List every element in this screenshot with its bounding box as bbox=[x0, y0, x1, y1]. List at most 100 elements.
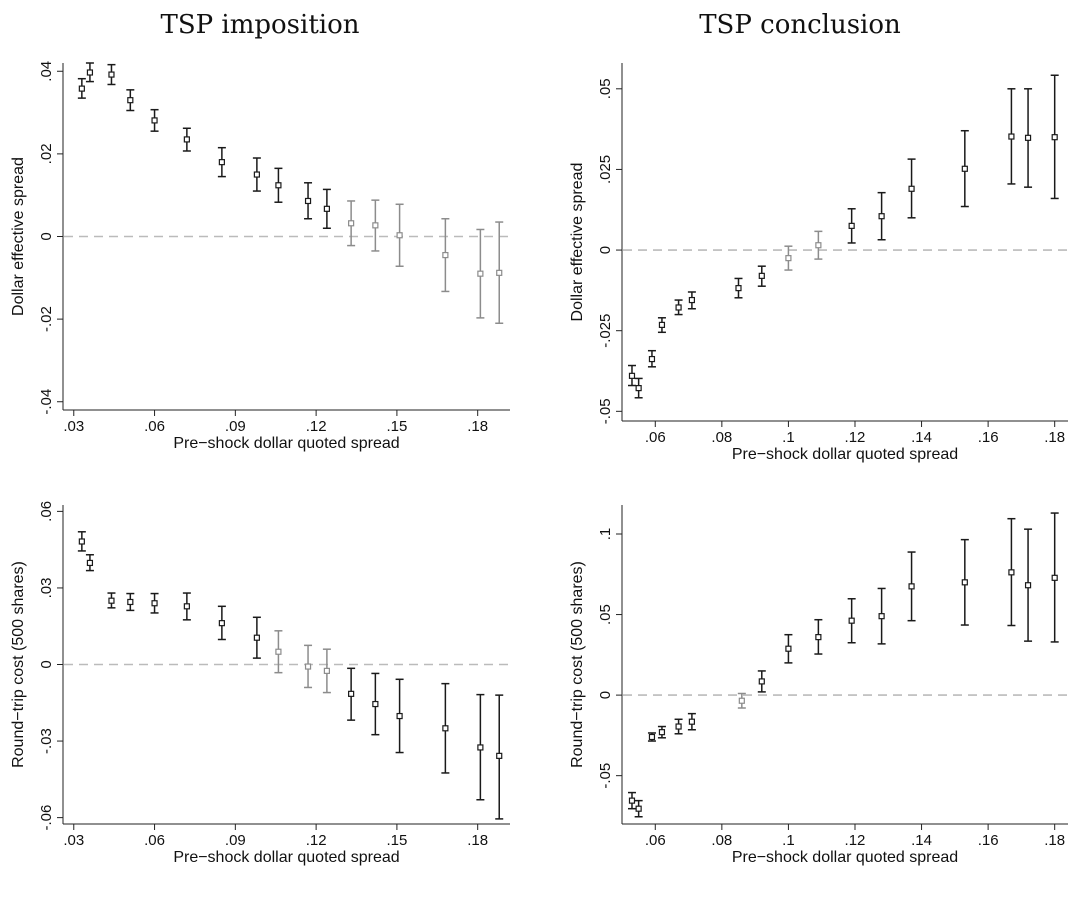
data-point bbox=[396, 712, 403, 720]
data-point bbox=[372, 222, 379, 229]
data-point bbox=[735, 285, 742, 292]
data-point bbox=[1008, 569, 1015, 576]
imposition-roundtrip-panel: .03 .06 .09 .12 .15 .18 -.06 -.03 0 .03 .06 Pre−sho… bbox=[10, 501, 510, 866]
imposition-effective-panel: .03 .06 .09 .12 .15 .18 -.04 -.02 0 .02 .04 Pre−sho… bbox=[10, 61, 510, 452]
data-point bbox=[738, 697, 745, 704]
x-axis-title: Pre−shock dollar quoted spread bbox=[732, 446, 958, 463]
data-point bbox=[848, 222, 855, 229]
data-point bbox=[635, 805, 642, 812]
data-point bbox=[442, 725, 449, 732]
data-point bbox=[628, 372, 636, 379]
y-tick-label: .025 bbox=[597, 155, 614, 184]
data-point bbox=[658, 729, 666, 736]
y-axis-title: Round−trip cost (500 shares) bbox=[10, 561, 27, 768]
y-tick-label: .1 bbox=[597, 528, 614, 541]
data-point bbox=[908, 185, 915, 192]
data-point bbox=[348, 220, 355, 227]
data-point bbox=[758, 678, 765, 685]
x-tick-label: .1 bbox=[782, 832, 795, 849]
data-point bbox=[496, 752, 503, 759]
y-axis-title: Dollar effective spread bbox=[10, 157, 27, 316]
x-tick-label: .18 bbox=[1044, 832, 1065, 849]
x-tick-label: .09 bbox=[225, 418, 246, 435]
y-tick-label: -.02 bbox=[38, 306, 55, 332]
data-point bbox=[253, 171, 260, 178]
conclusion-roundtrip-panel: .06.08.1.12.14.16.18-.050.05.1Pre−shock … bbox=[569, 505, 1068, 866]
data-point bbox=[275, 648, 282, 655]
data-point bbox=[878, 213, 885, 220]
y-tick-label: .05 bbox=[597, 604, 614, 625]
data-point bbox=[785, 645, 792, 652]
data-point bbox=[815, 242, 822, 249]
data-point bbox=[675, 304, 682, 311]
x-tick-label: .15 bbox=[386, 418, 407, 435]
x-tick-label: .16 bbox=[978, 832, 999, 849]
column-title-imposition: TSP imposition bbox=[160, 10, 360, 40]
data-point bbox=[648, 355, 656, 363]
x-tick-label: .06 bbox=[645, 429, 666, 446]
data-point bbox=[86, 559, 94, 567]
conclusion-effective-panel: .06 .08 .1 .12 .14 .16 .18 -.05 -.025 0 .025 .05 Pre… bbox=[569, 63, 1068, 463]
x-axis-title: Pre−shock dollar quoted spread bbox=[732, 849, 958, 866]
y-axis-title: Round−trip cost (500 shares) bbox=[569, 561, 586, 768]
data-point bbox=[675, 723, 682, 730]
y-tick-label: .03 bbox=[38, 578, 55, 599]
data-point bbox=[127, 598, 134, 606]
data-point bbox=[1008, 133, 1015, 140]
data-point bbox=[496, 269, 503, 276]
x-tick-label: .12 bbox=[306, 832, 327, 849]
data-point bbox=[108, 597, 115, 604]
data-point bbox=[86, 69, 94, 76]
data-point bbox=[304, 663, 312, 670]
data-point bbox=[1051, 134, 1058, 141]
data-point bbox=[1024, 582, 1032, 589]
data-point bbox=[878, 613, 885, 620]
data-point bbox=[442, 251, 449, 259]
x-tick-label: .12 bbox=[845, 429, 866, 446]
data-point bbox=[1051, 574, 1058, 581]
data-point bbox=[961, 165, 968, 172]
data-point bbox=[253, 634, 260, 641]
y-tick-label: 0 bbox=[597, 246, 614, 254]
data-point bbox=[78, 85, 85, 92]
data-point bbox=[1024, 134, 1032, 141]
x-tick-label: .14 bbox=[911, 832, 932, 849]
y-tick-label: -.05 bbox=[597, 763, 614, 789]
y-tick-label: 0 bbox=[38, 660, 55, 668]
data-point bbox=[78, 538, 85, 545]
data-point bbox=[648, 733, 656, 741]
data-point bbox=[151, 600, 158, 607]
x-tick-label: .16 bbox=[978, 429, 999, 446]
x-tick-label: .09 bbox=[225, 832, 246, 849]
data-point bbox=[961, 579, 968, 586]
y-tick-label: -.04 bbox=[38, 389, 55, 415]
data-point bbox=[183, 136, 190, 143]
x-tick-label: .06 bbox=[144, 418, 165, 435]
x-tick-label: .12 bbox=[306, 418, 327, 435]
y-tick-label: -.05 bbox=[597, 398, 614, 424]
y-tick-label: -.03 bbox=[38, 728, 55, 754]
x-tick-label: .03 bbox=[63, 832, 84, 849]
data-point bbox=[688, 296, 695, 304]
x-tick-label: .18 bbox=[467, 418, 488, 435]
data-point bbox=[218, 620, 225, 627]
x-tick-label: .08 bbox=[711, 832, 732, 849]
x-tick-label: .06 bbox=[645, 832, 666, 849]
data-point bbox=[218, 159, 225, 166]
x-tick-label: .08 bbox=[711, 429, 732, 446]
y-tick-label: .06 bbox=[38, 501, 55, 522]
y-tick-label: .04 bbox=[38, 61, 55, 82]
data-point bbox=[658, 321, 666, 328]
data-point bbox=[372, 700, 379, 708]
data-point bbox=[304, 197, 312, 205]
data-point bbox=[151, 117, 158, 124]
y-tick-label: .05 bbox=[597, 78, 614, 99]
x-tick-label: .15 bbox=[386, 832, 407, 849]
data-point bbox=[908, 583, 915, 590]
data-point bbox=[758, 272, 765, 279]
y-tick-label: 0 bbox=[597, 691, 614, 699]
data-point bbox=[127, 97, 134, 104]
data-point bbox=[635, 385, 642, 392]
data-point bbox=[323, 205, 330, 212]
data-point bbox=[628, 797, 636, 804]
